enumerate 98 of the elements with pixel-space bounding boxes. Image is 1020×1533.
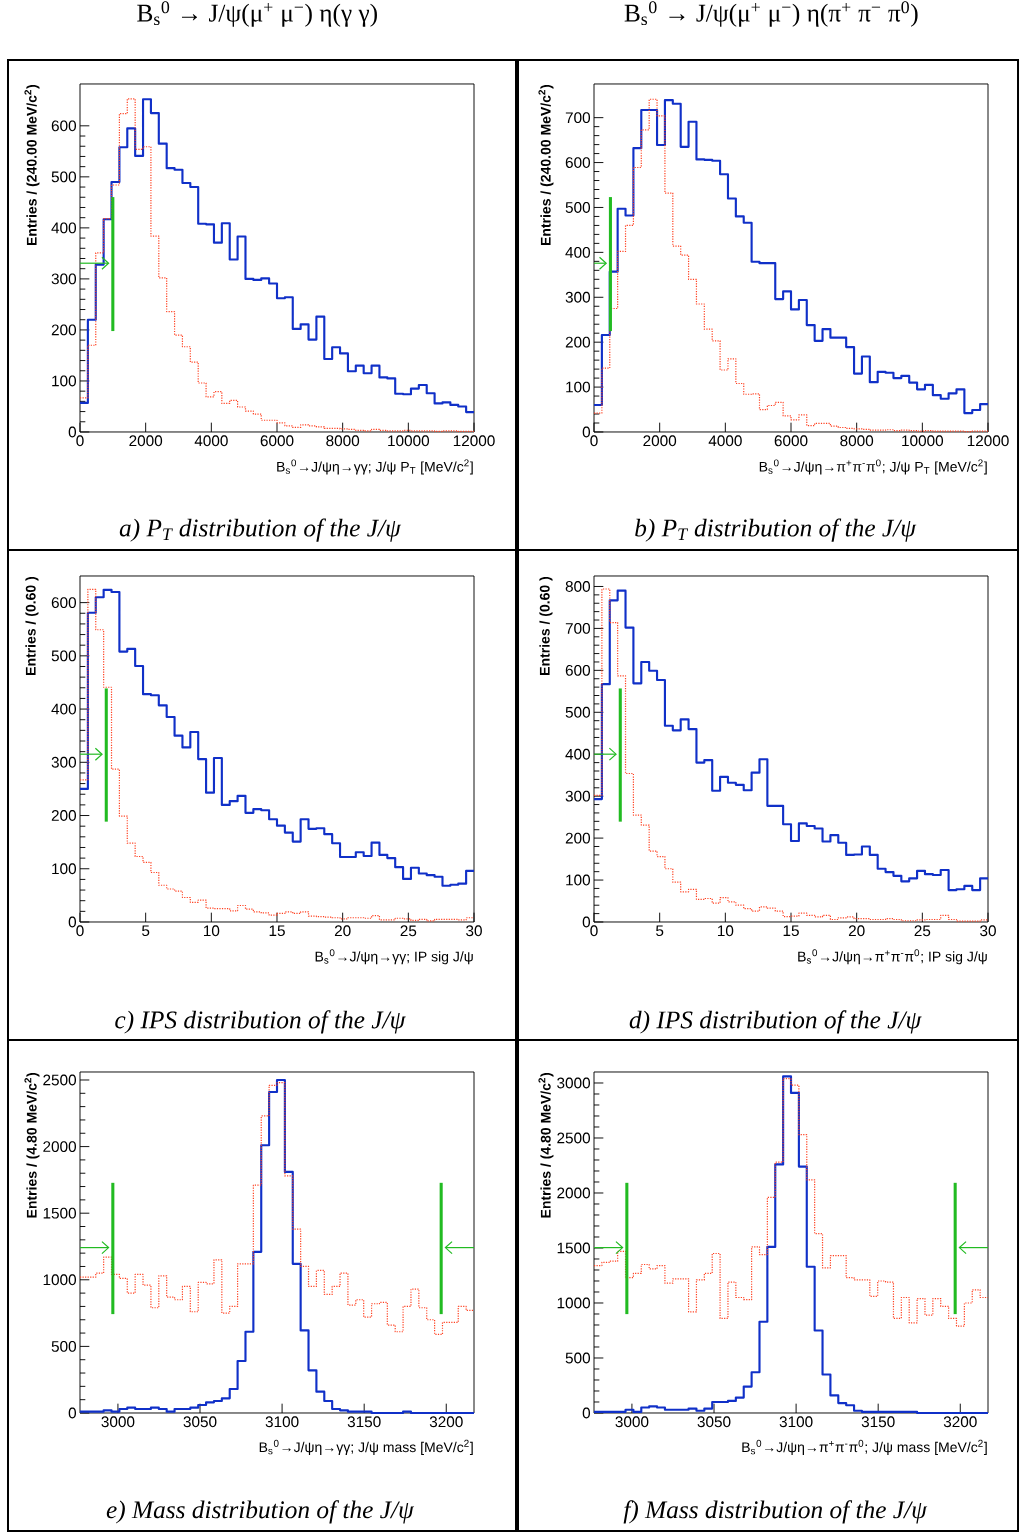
y-tick-label: 500 (565, 1352, 591, 1364)
x-tick-label: 3050 (183, 1416, 217, 1428)
y-tick-label: 700 (565, 622, 591, 634)
y-tick-label: 500 (565, 202, 591, 213)
text: a) P$_{T}$ distribution of the J/ψ (119, 518, 402, 542)
y-tick-label: 400 (565, 748, 591, 760)
y-tick-label: 1000 (43, 1274, 77, 1286)
x-tick-label: 12000 (453, 435, 495, 447)
y-tick-label: 200 (51, 810, 77, 821)
y-tick-label: 0 (68, 1407, 77, 1419)
x-tick-label: 2000 (643, 435, 677, 447)
y-tick-label: 300 (51, 756, 77, 768)
y-tick-label: 100 (52, 375, 77, 387)
text: f) Mass distribution of the J/ψ (623, 1500, 928, 1524)
y-tick-label: 1500 (43, 1207, 77, 1219)
x-tick-label: 8000 (326, 435, 360, 447)
x-tick-label: 10000 (902, 435, 944, 447)
x-tick-label: 15 (783, 925, 799, 937)
x-axis-title: B$_{s}$$^{0}$→J/ψη→γγ; J/ψ mass [MeV/c$^{2}$] (259, 1439, 473, 1455)
y-tick-label: 0 (68, 916, 77, 928)
text: B$_{s}$$^{0}$→J/ψη→π$^{+}$π$^{-}$π$^{0}$; IP sig J/ψ (798, 949, 987, 965)
y-axis-title: Entries / (240.00 MeV/c$^{2}$) (538, 84, 554, 246)
x-tick-label: 3000 (101, 1416, 135, 1428)
text: c) IPS distribution of the J/ψ (115, 1010, 406, 1034)
x-axis-title: B$_{s}$$^{0}$→J/ψη→γγ; J/ψ P$_{T}$ [MeV/c$^{2}$] (277, 459, 473, 475)
x-tick-label: 30 (980, 925, 996, 937)
x-tick-label: 25 (914, 925, 931, 937)
y-tick-label: 500 (51, 171, 77, 183)
y-tick-label: 0 (68, 426, 77, 438)
x-tick-label: 20 (848, 925, 865, 937)
y-tick-label: 0 (582, 426, 591, 438)
y-tick-label: 2000 (43, 1141, 77, 1153)
x-axis-title: B$_{s}$$^{0}$→J/ψη→γγ; IP sig J/ψ (315, 949, 473, 965)
chart-title: B$_{s}$$^{0}$ → J/ψ(μ$^{+}$ μ$^{−}$) η(γ γ) (137, 1, 377, 27)
y-tick-label: 3000 (557, 1077, 591, 1089)
y-axis-title: Entries / (0.60 ) (539, 576, 553, 675)
x-tick-label: 3050 (697, 1416, 731, 1428)
y-tick-label: 100 (566, 381, 591, 393)
x-tick-label: 15 (269, 925, 285, 937)
y-tick-label: 400 (51, 703, 77, 715)
y-tick-label: 100 (566, 874, 591, 886)
x-tick-label: 3200 (429, 1416, 463, 1428)
x-tick-label: 12000 (967, 435, 1009, 447)
x-tick-label: 4000 (708, 435, 742, 447)
y-tick-label: 600 (51, 120, 77, 132)
y-tick-label: 0 (582, 1407, 591, 1419)
y-tick-label: 100 (52, 863, 77, 875)
y-tick-label: 500 (51, 1340, 77, 1352)
text: b) P$_{T}$ distribution of the J/ψ (635, 518, 917, 542)
y-tick-label: 700 (565, 112, 591, 124)
y-tick-label: 600 (565, 664, 591, 676)
text: d) IPS distribution of the J/ψ (629, 1010, 922, 1034)
y-tick-label: 500 (565, 706, 591, 718)
y-tick-label: 2000 (557, 1187, 591, 1199)
y-tick-label: 300 (565, 291, 591, 303)
x-tick-label: 30 (466, 925, 482, 937)
y-axis-title: Entries / (4.80 MeV/c$^{2}$) (538, 1072, 554, 1218)
y-tick-label: 600 (565, 157, 591, 168)
y-tick-label: 2500 (43, 1074, 77, 1086)
x-tick-label: 25 (400, 925, 417, 937)
y-tick-label: 300 (51, 273, 77, 285)
x-tick-label: 3100 (265, 1416, 299, 1428)
y-tick-label: 200 (565, 336, 591, 348)
x-tick-label: 10 (717, 925, 734, 937)
x-tick-label: 5 (142, 925, 150, 937)
x-tick-label: 3200 (943, 1416, 977, 1428)
x-tick-label: 10 (203, 925, 220, 937)
x-tick-label: 3150 (861, 1416, 895, 1428)
y-tick-label: 200 (51, 324, 77, 336)
y-tick-label: 1500 (557, 1242, 591, 1254)
text: e) Mass distribution of the J/ψ (106, 1500, 415, 1524)
y-tick-label: 400 (51, 222, 77, 234)
text: B$_{s}$$^{0}$→J/ψη→π$^{+}$π$^{-}$π$^{0}$; J/ψ P$_{T}$ [MeV/c$^{2}$] (759, 459, 987, 475)
y-tick-label: 200 (565, 832, 591, 844)
chart-title: B$_{s}$$^{0}$ → J/ψ(μ$^{+}$ μ$^{−}$) η(π$^{+}$ π$^{−}$ π$^{0}$) (624, 1, 918, 27)
x-tick-label: 20 (334, 925, 351, 937)
y-tick-label: 300 (565, 790, 591, 802)
x-tick-label: 6000 (774, 435, 808, 447)
y-tick-label: 0 (582, 916, 591, 928)
x-tick-label: 6000 (260, 435, 294, 447)
x-tick-label: 5 (656, 925, 664, 937)
y-tick-label: 800 (565, 581, 591, 592)
y-axis-title: Entries / (0.60 ) (25, 576, 39, 675)
y-tick-label: 500 (51, 650, 77, 662)
x-tick-label: 4000 (194, 435, 228, 447)
y-axis-title: Entries / (4.80 MeV/c$^{2}$) (24, 1072, 40, 1218)
x-tick-label: 10000 (388, 435, 430, 447)
x-tick-label: 2000 (129, 435, 163, 447)
x-tick-label: 3150 (347, 1416, 381, 1428)
text: B$_{s}$$^{0}$→J/ψη→π$^{+}$π$^{-}$π$^{0}$; J/ψ mass [MeV/c$^{2}$] (742, 1439, 987, 1455)
y-tick-label: 600 (51, 597, 77, 609)
y-tick-label: 1000 (557, 1297, 591, 1309)
x-tick-label: 3100 (779, 1416, 813, 1428)
y-tick-label: 400 (565, 246, 591, 258)
y-tick-label: 2500 (557, 1132, 591, 1144)
y-axis-title: Entries / (240.00 MeV/c$^{2}$) (24, 84, 40, 246)
x-tick-label: 8000 (840, 435, 874, 447)
x-tick-label: 3000 (615, 1416, 649, 1428)
